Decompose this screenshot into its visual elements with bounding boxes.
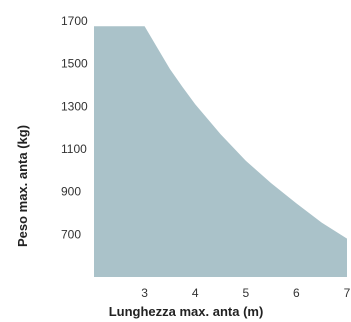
y-tick-label: 1100: [61, 142, 87, 156]
y-tick-label: 700: [61, 227, 81, 241]
y-axis-ticks: 1700 1500 1300 1100 900 700: [61, 14, 88, 241]
x-tick-label: 5: [242, 286, 249, 300]
x-tick-label: 4: [192, 286, 199, 300]
y-tick-label: 1300: [61, 99, 88, 113]
plot-area: [94, 26, 347, 277]
x-tick-label: 7: [344, 286, 351, 300]
y-tick-label: 1500: [61, 57, 88, 71]
x-tick-label: 6: [293, 286, 300, 300]
y-tick-label: 900: [61, 185, 81, 199]
y-tick-label: 1700: [61, 14, 88, 28]
x-tick-label: 3: [141, 286, 148, 300]
x-axis-ticks: 3 4 5 6 7: [141, 286, 350, 300]
y-axis-title: Peso max. anta (kg): [15, 125, 30, 247]
area-series: [94, 26, 347, 277]
x-axis-title: Lunghezza max. anta (m): [109, 304, 264, 319]
